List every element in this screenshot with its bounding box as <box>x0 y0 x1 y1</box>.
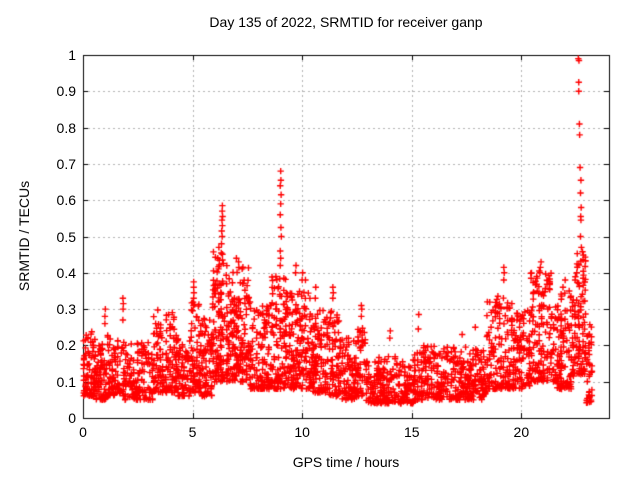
y-tick-label: 0.1 <box>56 373 76 390</box>
y-tick-label: 1 <box>68 47 76 63</box>
y-tick-label: 0.5 <box>56 228 76 245</box>
x-tick-label: 0 <box>79 424 87 440</box>
y-tick-label: 0.6 <box>56 192 76 209</box>
y-tick-label: 0.8 <box>56 119 76 136</box>
x-axis-label: GPS time / hours <box>292 454 400 470</box>
x-tick-label: 20 <box>513 424 530 440</box>
y-tick-label: 0.9 <box>56 83 76 100</box>
chart-title: Day 135 of 2022, SRMTID for receiver gan… <box>209 14 483 30</box>
x-tick-label: 15 <box>403 424 420 440</box>
y-tick-label: 0.3 <box>56 301 76 318</box>
y-tick-label: 0 <box>68 410 76 426</box>
x-tick-label: 10 <box>294 424 310 440</box>
y-tick-label: 0.4 <box>56 264 76 281</box>
y-tick-label: 0.7 <box>56 155 76 172</box>
y-tick-label: 0.2 <box>56 337 76 354</box>
x-tick-label: 5 <box>188 424 197 440</box>
